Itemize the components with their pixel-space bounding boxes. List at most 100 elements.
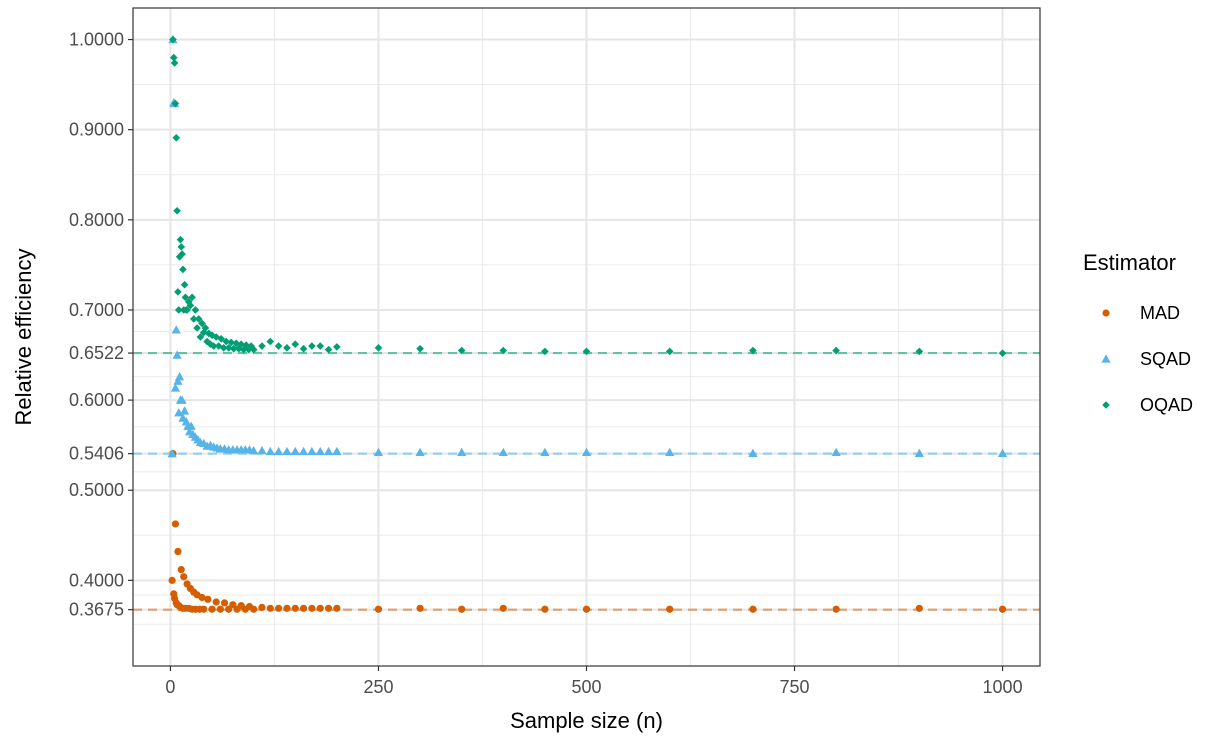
data-point — [170, 59, 179, 67]
data-point — [200, 605, 208, 613]
data-point — [665, 447, 675, 457]
data-point — [170, 383, 181, 392]
data-point — [299, 604, 308, 612]
data-point — [666, 605, 674, 613]
data-point — [209, 342, 218, 350]
data-point — [222, 337, 230, 346]
data-point — [540, 447, 550, 457]
data-point — [323, 446, 334, 456]
data-point — [196, 333, 205, 341]
data-point — [315, 446, 325, 456]
data-point — [177, 565, 185, 574]
data-point — [274, 342, 283, 350]
data-point — [173, 207, 181, 215]
data-point — [374, 605, 383, 613]
data-point — [199, 328, 208, 337]
data-point — [174, 547, 182, 556]
data-point — [266, 604, 274, 612]
legend: Estimator MAD SQAD OQAD — [1083, 250, 1193, 415]
data-point — [265, 446, 275, 456]
data-point — [232, 339, 240, 348]
data-point — [198, 319, 206, 328]
data-point — [266, 337, 275, 346]
data-point — [227, 338, 235, 347]
data-point — [274, 446, 284, 456]
data-point — [665, 347, 674, 356]
plot-panel — [132, 7, 1041, 667]
data-point — [169, 35, 177, 44]
data-point — [581, 447, 592, 457]
data-points — [167, 34, 1008, 613]
data-point — [181, 293, 190, 302]
data-point — [749, 605, 757, 613]
data-point — [171, 99, 180, 108]
data-point — [748, 448, 758, 457]
data-point — [216, 605, 224, 613]
y-axis: 0.3675 0.4000 0.5000 0.5406 0.6000 0.6522 0.70… — [69, 30, 133, 620]
data-point — [373, 447, 384, 457]
x-tick-label: 500 — [571, 677, 601, 697]
data-point — [582, 347, 591, 356]
data-point — [171, 520, 180, 528]
series-mad — [168, 450, 1007, 613]
data-point — [179, 265, 187, 274]
data-point — [541, 347, 549, 356]
legend-key-mad — [1102, 309, 1110, 317]
data-point — [541, 605, 549, 613]
data-point — [298, 446, 309, 456]
y-tick-label: 0.8000 — [69, 210, 124, 230]
data-point — [177, 243, 186, 251]
y-axis-title: Relative efficiency — [11, 249, 36, 426]
legend-items: MAD SQAD OQAD — [1101, 303, 1193, 415]
data-point — [257, 445, 267, 455]
x-axis: 0 250 500 750 1000 — [165, 666, 1023, 697]
data-point — [173, 376, 183, 385]
data-point — [283, 344, 291, 352]
legend-item-sqad: SQAD — [1101, 349, 1191, 369]
data-point — [914, 448, 924, 457]
data-point — [250, 605, 258, 613]
data-point — [333, 343, 341, 351]
data-point — [457, 346, 466, 355]
data-point — [188, 293, 196, 302]
y-tick-label: 1.0000 — [69, 30, 124, 50]
y-tick-label: 0.4000 — [69, 570, 124, 590]
data-point — [174, 288, 182, 296]
x-tick-label: 750 — [780, 677, 810, 697]
data-point — [183, 306, 191, 314]
legend-item-mad: MAD — [1102, 303, 1180, 323]
data-point — [175, 252, 184, 261]
series-sqad — [167, 34, 1008, 458]
data-point — [237, 340, 245, 349]
data-point — [307, 446, 317, 456]
data-point — [242, 341, 250, 349]
data-point — [332, 446, 342, 456]
data-point — [168, 576, 176, 584]
legend-title: Estimator — [1083, 250, 1176, 275]
x-tick-label: 250 — [363, 677, 393, 697]
data-point — [203, 337, 211, 346]
data-point — [174, 306, 183, 314]
data-point — [915, 347, 924, 356]
data-point — [998, 605, 1007, 613]
data-point — [186, 301, 195, 310]
data-point — [324, 345, 333, 354]
data-point — [291, 340, 300, 349]
data-point — [208, 605, 216, 613]
legend-key-oqad — [1102, 401, 1110, 409]
data-point — [177, 395, 187, 404]
data-point — [458, 605, 466, 613]
data-point — [416, 604, 424, 612]
data-point — [258, 603, 266, 612]
data-point — [194, 315, 203, 323]
data-point — [180, 280, 189, 289]
data-point — [191, 306, 200, 314]
data-point — [217, 335, 226, 343]
data-point — [915, 604, 923, 612]
data-point — [275, 604, 283, 612]
data-point — [212, 598, 220, 606]
data-point — [219, 344, 228, 352]
data-point — [374, 344, 383, 352]
data-point — [832, 346, 840, 355]
